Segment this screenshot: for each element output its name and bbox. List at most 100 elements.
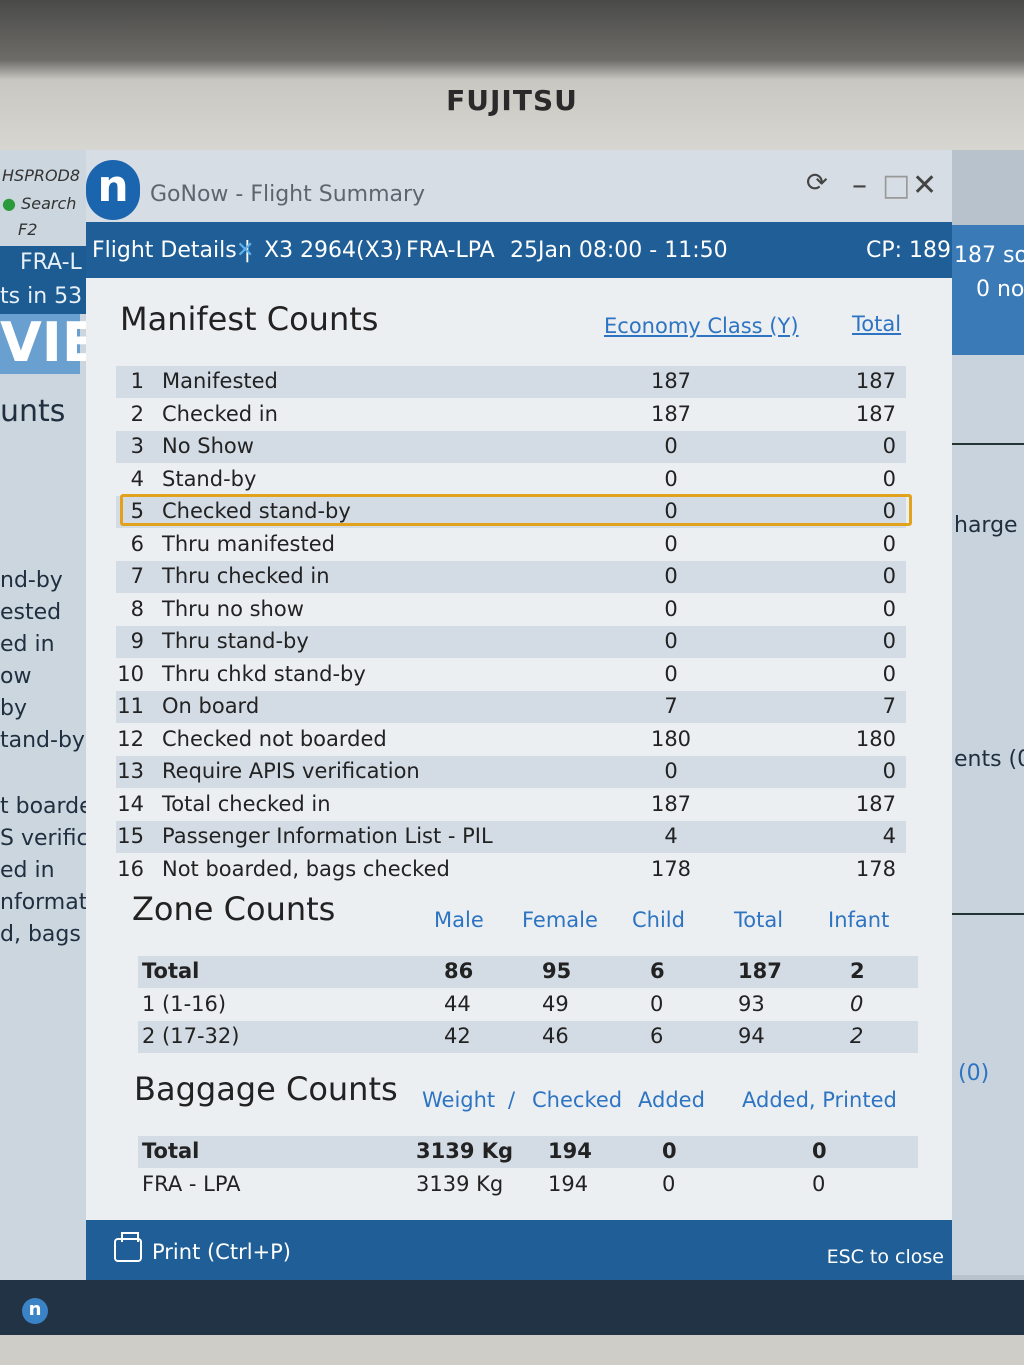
manifest-row[interactable]: 15 Passenger Information List - PIL 4 4	[116, 821, 906, 853]
zone-infant-cell: 2	[850, 959, 865, 983]
row-label: On board	[162, 694, 260, 718]
bg-route: FRA-L	[0, 246, 90, 282]
row-number: 1	[130, 369, 144, 393]
row-label: Checked in	[162, 401, 278, 426]
zone-child-cell: 6	[650, 1024, 664, 1048]
col-added-printed: Added, Printed	[742, 1088, 897, 1112]
manifest-row[interactable]: 5 Checked stand-by 0 0	[116, 496, 906, 528]
baggage-added-printed-cell: 0	[812, 1139, 827, 1163]
col-checked: Checked	[532, 1088, 623, 1112]
row-label: Checked not boarded	[162, 726, 387, 751]
background-app-right: 187 sol 0 no harge c ents (0 (0)	[950, 225, 1024, 1275]
row-number: 14	[117, 791, 144, 816]
row-number: 10	[117, 661, 144, 686]
maximize-icon[interactable]: □	[882, 168, 911, 203]
total-value: 0	[882, 564, 896, 588]
row-number: 12	[117, 726, 144, 751]
manifest-row[interactable]: 6 Thru manifested 0 0	[116, 529, 906, 561]
economy-value: 0	[664, 759, 678, 783]
manifest-row[interactable]: 13 Require APIS verification 0 0	[116, 756, 906, 788]
manifest-row[interactable]: 16 Not boarded, bags checked 178 178	[116, 854, 906, 886]
row-label: Manifested	[162, 369, 278, 393]
refresh-icon[interactable]: ⟳	[806, 168, 828, 198]
col-weight: Weight	[422, 1088, 496, 1112]
manifest-row[interactable]: 4 Stand-by 0 0	[116, 464, 906, 496]
manifest-row[interactable]: 2 Checked in 187 187	[116, 399, 906, 431]
divider	[950, 913, 1024, 915]
bg-list-item: d, bags c	[0, 922, 100, 947]
bg-pax: ts in 53	[0, 282, 90, 314]
economy-value: 187	[650, 791, 692, 816]
bg-list-item: by	[0, 696, 27, 721]
monitor-brand: FUJITSU	[446, 84, 578, 117]
total-value: 178	[855, 856, 896, 881]
bg-right-text: ents (0	[954, 747, 1024, 772]
baggage-row: Total 3139 Kg 194 0 0	[138, 1136, 918, 1168]
zone-total-cell: 93	[738, 991, 765, 1016]
total-value: 0	[882, 531, 896, 556]
bg-right-link[interactable]: (0)	[958, 1061, 990, 1086]
flight-summary-dialog: n GoNow - Flight Summary ⟳ – □ ✕ Flight …	[86, 150, 952, 1280]
manifest-row[interactable]: 12 Checked not boarded 180 180	[116, 724, 906, 756]
total-value: 0	[882, 499, 896, 523]
minimize-icon[interactable]: –	[852, 168, 867, 203]
total-value: 7	[882, 694, 896, 718]
bg-menu-item: F2	[18, 220, 38, 239]
baggage-added-cell: 0	[662, 1139, 677, 1163]
economy-value: 187	[650, 401, 692, 426]
total-value: 180	[855, 726, 896, 751]
bg-list-item: ed in	[0, 858, 55, 883]
row-number: 16	[117, 856, 144, 881]
manifest-row[interactable]: 8 Thru no show 0 0	[116, 594, 906, 626]
total-value: 187	[855, 369, 896, 393]
manifest-row[interactable]: 3 No Show 0 0	[116, 431, 906, 463]
zone-row: 1 (1-16) 44 49 0 93 0	[138, 989, 918, 1021]
bg-menu-item: HSPROD8	[2, 166, 81, 185]
flight-details-header: Flight Details | ✕ X3 2964(X3) FRA-LPA 2…	[86, 222, 952, 278]
economy-value: 0	[664, 531, 678, 556]
zone-child-cell: 6	[650, 959, 665, 983]
total-value: 0	[882, 759, 896, 783]
manifest-row[interactable]: 9 Thru stand-by 0 0	[116, 626, 906, 658]
monitor-bezel: FUJITSU	[0, 0, 1024, 150]
row-label: Thru chkd stand-by	[162, 661, 366, 686]
economy-value: 7	[664, 694, 678, 718]
zone-male-cell: 86	[444, 959, 474, 983]
manifest-row[interactable]: 1 Manifested 187 187	[116, 366, 906, 398]
col-total[interactable]: Total	[852, 312, 902, 336]
col-female: Female	[522, 908, 598, 932]
manifest-counts-title: Manifest Counts	[120, 300, 379, 338]
row-label: Thru manifested	[162, 531, 335, 556]
bg-right-text: 0 no	[976, 277, 1024, 302]
zone-row: Total 86 95 6 187 2	[138, 956, 918, 988]
baggage-row: FRA - LPA 3139 Kg 194 0 0	[138, 1169, 918, 1201]
bg-list-item: t boarde	[0, 794, 93, 819]
zone-infant-cell: 2	[850, 1024, 864, 1048]
total-value: 0	[882, 466, 896, 491]
baggage-name-cell: FRA - LPA	[142, 1171, 241, 1196]
bg-list-item: tand-by	[0, 728, 85, 753]
gonow-taskbar-icon[interactable]: n	[22, 1298, 48, 1324]
close-icon[interactable]: ✕	[912, 168, 938, 203]
zone-counts-title: Zone Counts	[132, 890, 336, 928]
manifest-row[interactable]: 7 Thru checked in 0 0	[116, 561, 906, 593]
col-economy-class[interactable]: Economy Class (Y)	[604, 314, 799, 338]
bg-list-item: ow	[0, 664, 32, 689]
zone-zone-cell: 1 (1-16)	[142, 991, 227, 1016]
row-number: 2	[130, 401, 144, 426]
economy-value: 0	[664, 466, 678, 491]
window-title: GoNow - Flight Summary	[150, 182, 426, 207]
economy-value: 0	[664, 629, 678, 653]
print-label: Print (Ctrl+P)	[152, 1240, 291, 1264]
bg-big-text: VIE	[0, 311, 99, 374]
manifest-row[interactable]: 14 Total checked in 187 187	[116, 789, 906, 821]
baggage-checked-cell: 194	[548, 1139, 592, 1163]
manifest-row[interactable]: 11 On board 7 7	[116, 691, 906, 723]
flight-details-label: Flight Details |	[92, 238, 252, 263]
economy-value: 4	[664, 824, 678, 848]
baggage-name-cell: Total	[142, 1139, 200, 1163]
bg-list-item: nformat	[0, 890, 88, 915]
total-value: 0	[882, 661, 896, 686]
manifest-row[interactable]: 10 Thru chkd stand-by 0 0	[116, 659, 906, 691]
row-label: Not boarded, bags checked	[162, 856, 450, 881]
